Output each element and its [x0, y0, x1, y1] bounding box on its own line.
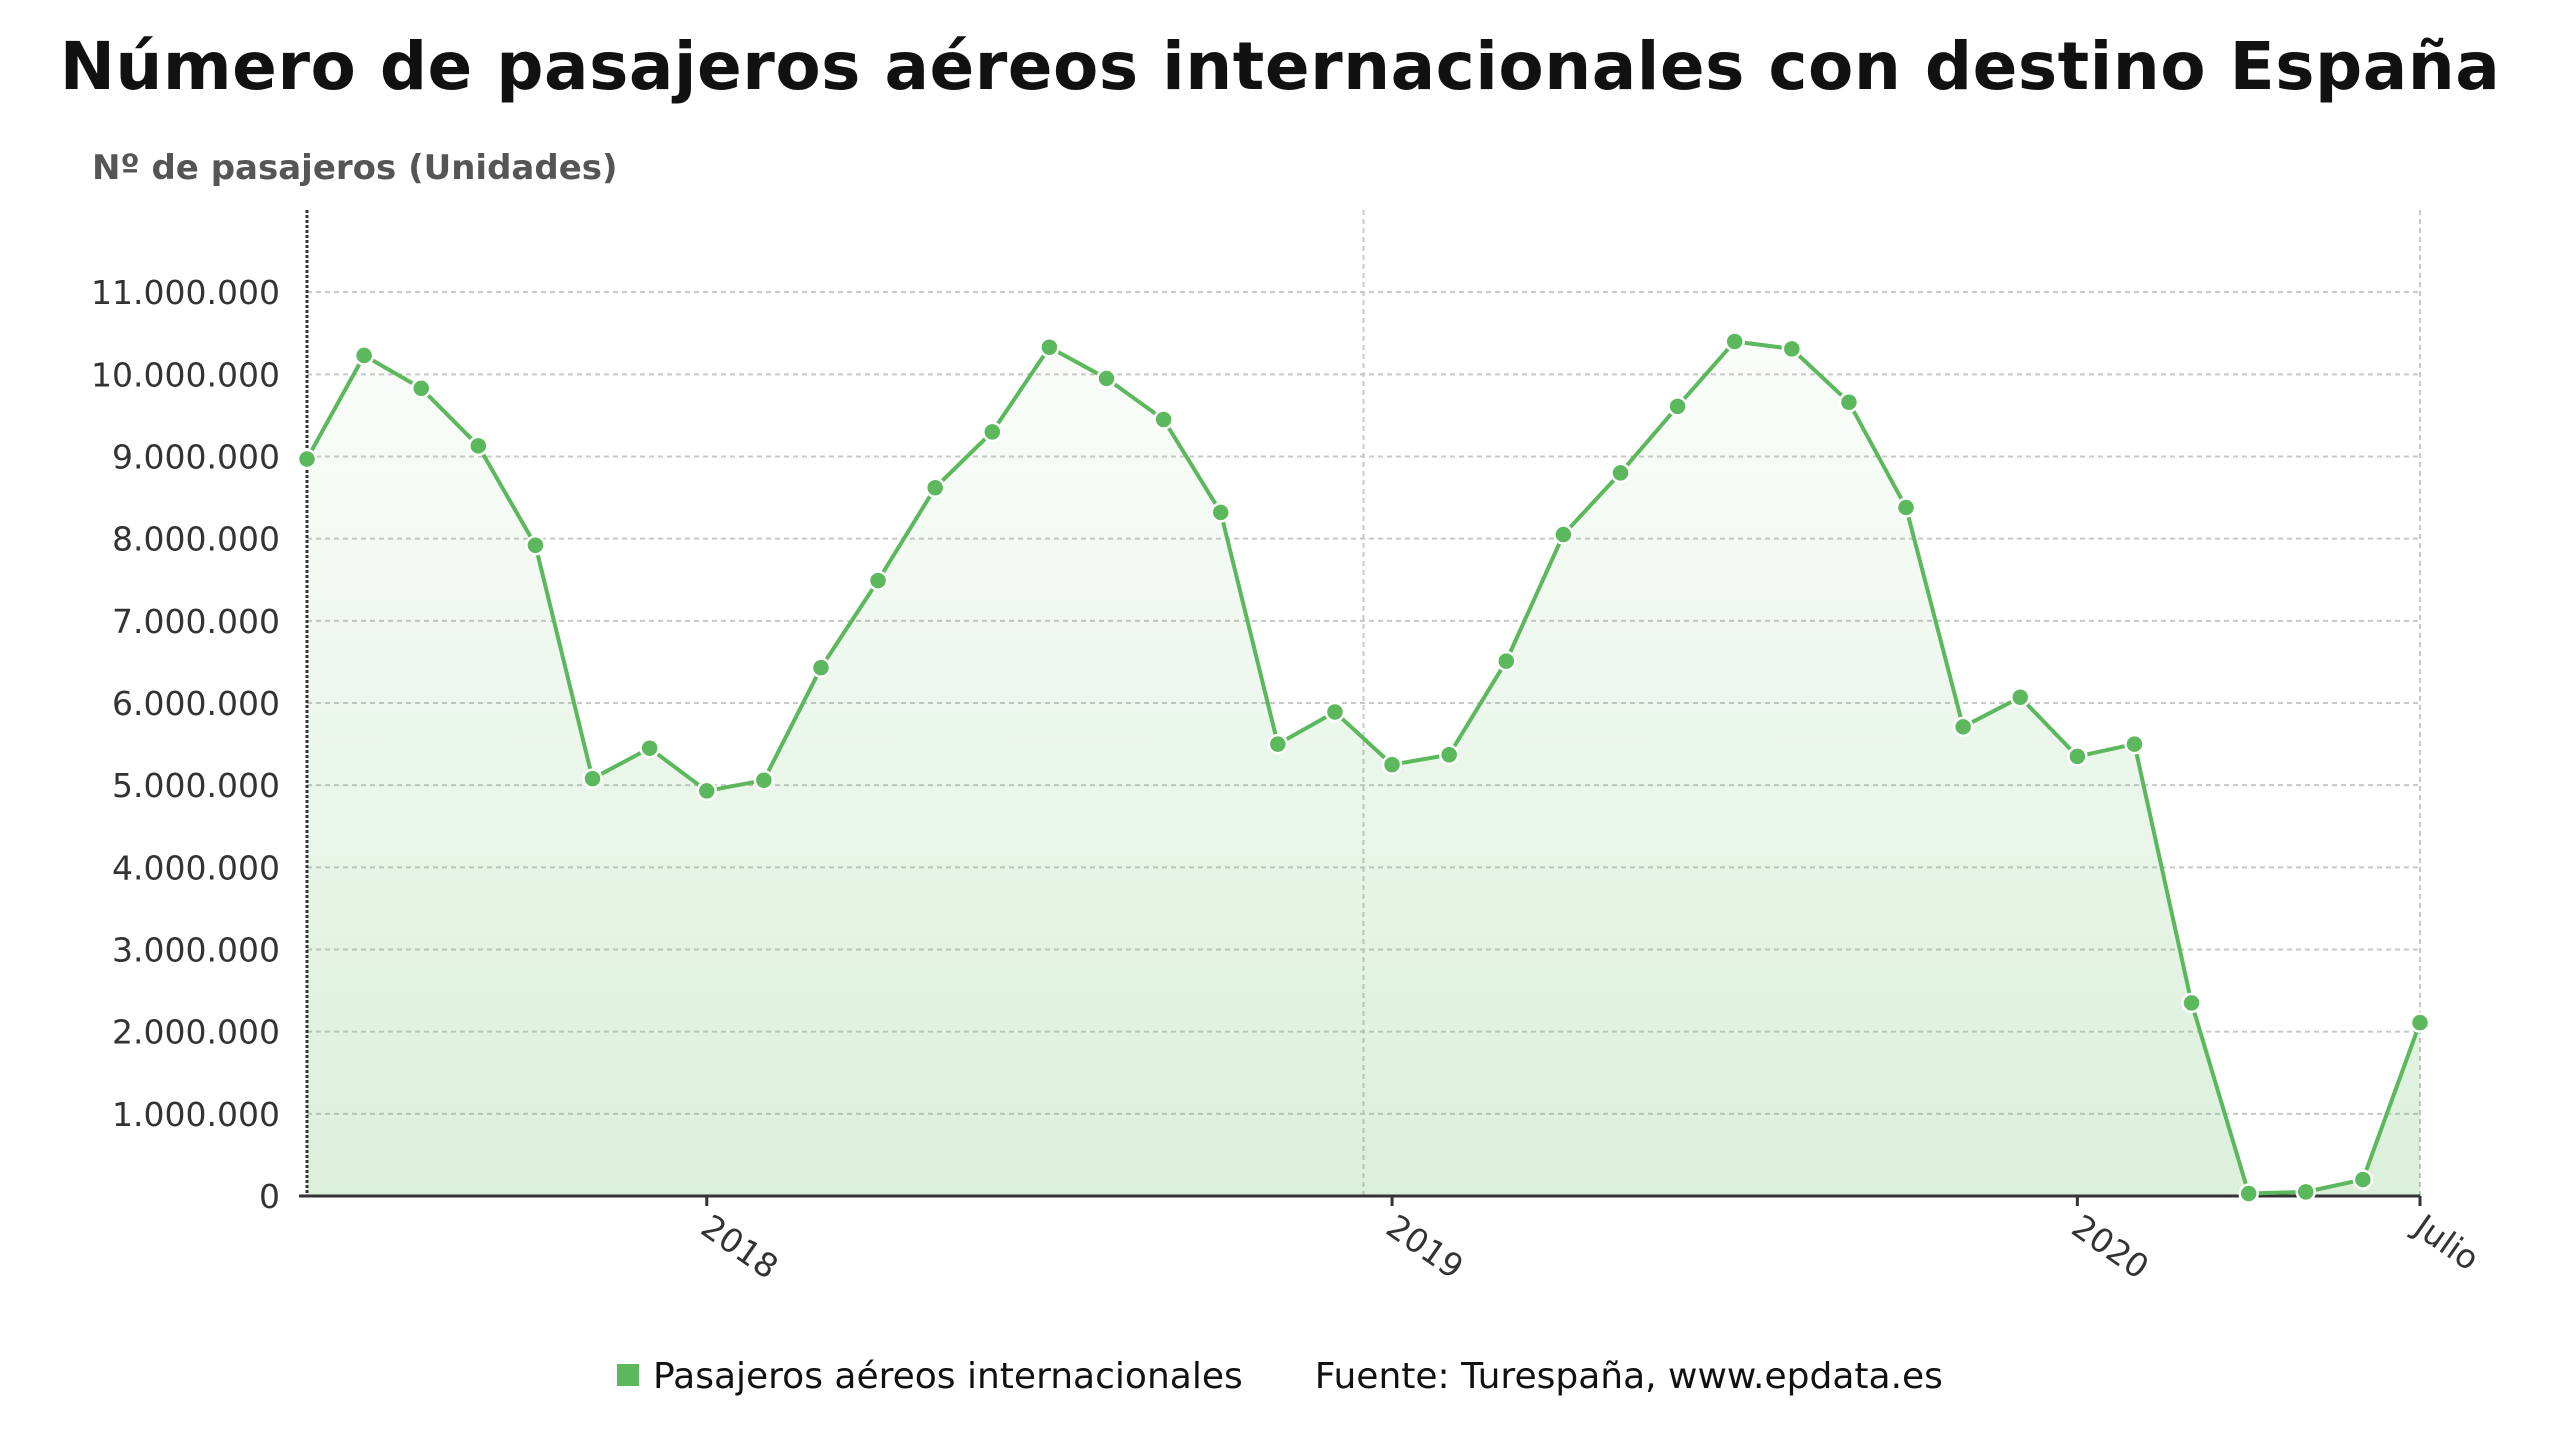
- series-points: [296, 331, 2431, 1204]
- data-point: [2295, 1181, 2317, 1203]
- data-point: [1039, 336, 1060, 358]
- series-line-path: [305, 339, 2422, 1196]
- data-point: [1324, 701, 1346, 723]
- data-point: [1153, 409, 1174, 430]
- data-point: [2409, 1012, 2431, 1033]
- legend-swatch: [617, 1364, 640, 1386]
- y-tick-label: 11.000.000: [91, 273, 280, 312]
- data-point: [410, 378, 432, 399]
- data-point: [2181, 992, 2202, 1014]
- y-tick-labels: 0 1.000.000 2.000.000 3.000.000 4.000.000 5.0…: [91, 273, 280, 1216]
- y-tick-label: 2.000.000: [112, 1013, 280, 1052]
- data-point: [753, 769, 775, 791]
- data-point: [1267, 733, 1289, 755]
- x-tick-label: 2020: [2065, 1207, 2156, 1287]
- data-point: [2124, 733, 2145, 755]
- data-point: [1781, 338, 1803, 360]
- series-area-fill: [307, 341, 2420, 1196]
- data-point: [1667, 396, 1688, 417]
- data-point: [525, 534, 546, 556]
- x-tick-label: 2018: [694, 1207, 785, 1287]
- data-point: [1210, 502, 1231, 523]
- y-tick-label: 3.000.000: [112, 931, 280, 970]
- legend-series-label: Pasajeros aéreos internacionales: [653, 1356, 1243, 1397]
- data-point: [810, 657, 832, 678]
- data-point: [2009, 686, 2031, 708]
- data-point: [639, 737, 660, 759]
- x-tick-label: Julio: [2406, 1205, 2487, 1278]
- data-point: [1553, 524, 1574, 545]
- data-point: [1895, 497, 1917, 518]
- y-axis-title: Nº de pasajeros (Unidades): [92, 148, 618, 188]
- axes: [299, 210, 2422, 1206]
- y-tick-label: 7.000.000: [112, 602, 280, 641]
- data-point: [1838, 392, 1860, 413]
- data-point: [1952, 716, 1974, 738]
- data-point: [2238, 1183, 2259, 1204]
- data-point: [1096, 368, 1117, 389]
- x-tick-label: 2019: [1379, 1207, 1470, 1287]
- data-point: [2067, 746, 2088, 767]
- series-line: [305, 339, 2422, 1196]
- data-point: [696, 780, 718, 802]
- data-point: [353, 345, 375, 366]
- y-tick-label: 0: [259, 1177, 280, 1216]
- data-point: [867, 570, 889, 591]
- data-point: [582, 768, 603, 789]
- legend: Pasajeros aéreos internacionales Fuente: …: [0, 1356, 2560, 1397]
- series-area: [307, 341, 2420, 1196]
- data-point: [1724, 331, 1745, 352]
- x-tick-labels: 2018 2019 2020 Julio: [694, 1205, 2486, 1286]
- y-tick-label: 4.000.000: [112, 848, 280, 887]
- data-point: [982, 421, 1003, 443]
- data-point: [468, 435, 489, 457]
- chart-title: Número de pasajeros aéreos internacional…: [59, 28, 2501, 105]
- y-tick-label: 5.000.000: [112, 766, 280, 805]
- data-point: [1496, 650, 1517, 672]
- data-point: [1610, 462, 1631, 484]
- data-point: [924, 477, 946, 498]
- y-tick-label: 1.000.000: [112, 1095, 280, 1134]
- data-point: [1438, 744, 1460, 766]
- y-tick-label: 10.000.000: [91, 355, 280, 394]
- y-tick-label: 8.000.000: [112, 520, 280, 559]
- data-point: [2352, 1169, 2374, 1190]
- source-note: Fuente: Turespaña, www.epdata.es: [1314, 1356, 1943, 1397]
- data-point: [296, 448, 318, 470]
- data-point: [1381, 754, 1403, 775]
- y-tick-label: 9.000.000: [112, 438, 280, 477]
- y-tick-label: 6.000.000: [112, 684, 280, 723]
